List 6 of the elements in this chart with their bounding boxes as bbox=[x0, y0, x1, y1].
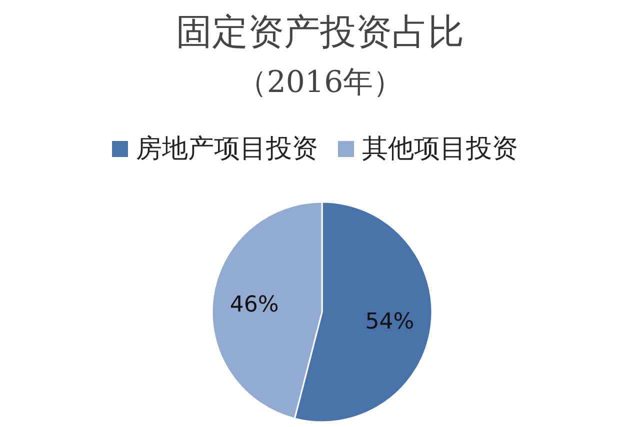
data-label: 54% bbox=[365, 310, 414, 335]
data-label: 46% bbox=[230, 292, 279, 318]
legend-label: 其他项目投资 bbox=[362, 134, 518, 164]
chart-subtitle: （2016年） bbox=[236, 65, 404, 100]
legend-label: 房地产项目投资 bbox=[136, 134, 318, 164]
chart-title: 固定资产投资占比 bbox=[176, 12, 464, 53]
